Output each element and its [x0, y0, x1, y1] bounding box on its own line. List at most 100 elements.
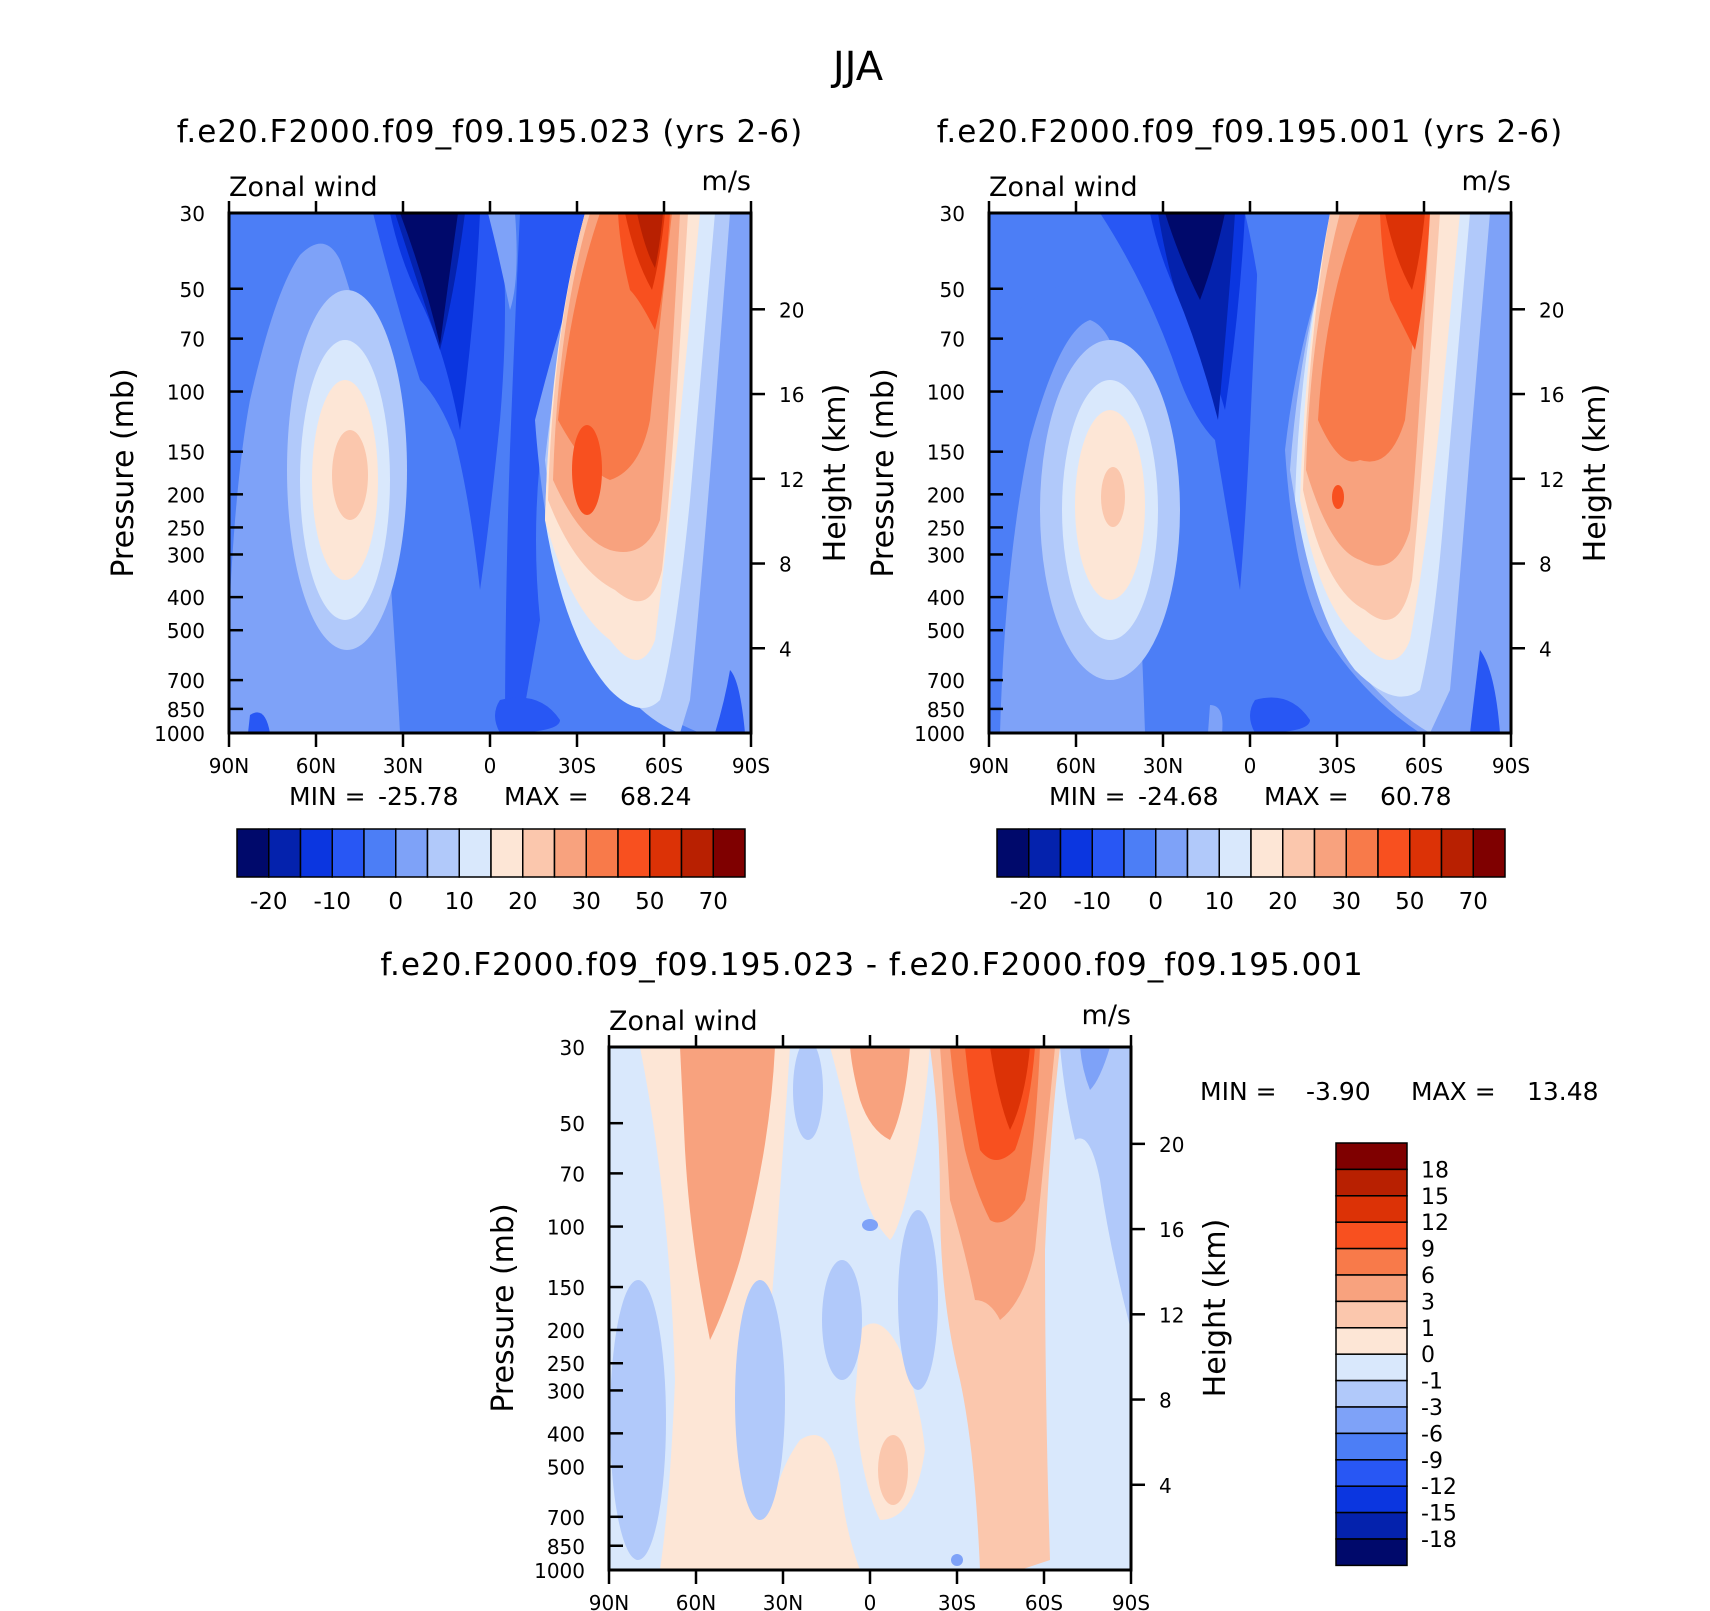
x-tick-label: 90N: [969, 754, 1009, 778]
colorbar-label: -1: [1421, 1370, 1443, 1395]
y-tick-label: 400: [927, 586, 965, 610]
colorbar-label: -15: [1421, 1502, 1457, 1527]
y-tick-label: 30: [940, 202, 965, 226]
panel-3-variable: Zonal wind: [609, 1006, 758, 1037]
y-tick-label: 100: [547, 1216, 585, 1240]
colorbar-swatch: [1335, 1221, 1408, 1250]
colorbar-label: -10: [313, 889, 351, 915]
panel-1-title: f.e20.F2000.f09_f09.195.023 (yrs 2-6): [177, 114, 804, 150]
colorbar-swatch: [299, 828, 333, 878]
colorbar-swatch: [268, 828, 302, 878]
panel-1-min-value: -25.78: [378, 782, 459, 811]
x-tick-label: 90S: [1112, 1591, 1150, 1611]
colorbar-swatch: [1335, 1300, 1408, 1329]
panel-3-min-value: -3.90: [1306, 1077, 1371, 1106]
panel-3-max-label: MAX =: [1411, 1077, 1496, 1106]
y-tick-label: 250: [547, 1352, 585, 1376]
panel-1-min-label: MIN =: [289, 782, 366, 811]
y2-tick-label: 16: [1539, 383, 1564, 407]
colorbar-swatch: [1335, 1511, 1408, 1540]
colorbar-label: 10: [445, 889, 474, 915]
colorbar-label: 70: [1459, 889, 1488, 915]
colorbar-label: 50: [1395, 889, 1424, 915]
colorbar-label: 50: [635, 889, 664, 915]
colorbar-swatch: [1335, 1195, 1408, 1223]
colorbar-label: -10: [1073, 889, 1111, 915]
x-tick-label: 60N: [676, 1591, 716, 1611]
panel-2: f.e20.F2000.f09_f09.195.001 (yrs 2-6) Zo…: [866, 114, 1613, 915]
y2-tick-label: 4: [1539, 637, 1552, 661]
y2-tick-label: 20: [1539, 298, 1564, 322]
colorbar-label: -20: [250, 889, 288, 915]
x-tick-label: 60S: [1405, 754, 1443, 778]
panel-1-ylabel: Pressure (mb): [106, 368, 141, 577]
x-tick-label: 0: [864, 1591, 877, 1611]
panel-2-ylabel: Pressure (mb): [866, 368, 901, 577]
panel-3-ylabel: Pressure (mb): [486, 1203, 521, 1412]
panel-2-y2label: Height (km): [1578, 384, 1613, 563]
colorbar-swatch: [1091, 828, 1125, 878]
colorbar-swatch: [1440, 828, 1474, 878]
y-tick-label: 700: [167, 669, 205, 693]
y2-tick-label: 4: [779, 637, 792, 661]
colorbar-swatch: [1250, 828, 1284, 878]
y-tick-label: 100: [167, 381, 205, 405]
colorbar-swatch: [1335, 1538, 1408, 1567]
colorbar-swatch: [1123, 828, 1157, 878]
colorbar-label: 70: [699, 889, 728, 915]
y-tick-label: 500: [547, 1456, 585, 1480]
y-tick-label: 70: [180, 328, 205, 352]
colorbar-swatch: [1186, 828, 1220, 878]
y2-tick-label: 12: [779, 468, 804, 492]
y-tick-label: 30: [180, 202, 205, 226]
x-tick-label: 30S: [1318, 754, 1356, 778]
x-tick-label: 60N: [1056, 754, 1096, 778]
colorbar-swatch: [1282, 828, 1316, 878]
x-tick-label: 0: [484, 754, 497, 778]
y-tick-label: 1000: [154, 722, 205, 746]
colorbar-label: 12: [1421, 1211, 1449, 1236]
x-tick-label: 90S: [1492, 754, 1530, 778]
y-tick-label: 300: [927, 543, 965, 567]
colorbar-swatch: [1345, 828, 1379, 878]
colorbar-swatch: [1155, 828, 1189, 878]
panel-2-field: [989, 213, 1511, 733]
colorbar-swatch: [458, 828, 492, 878]
y-tick-label: 500: [927, 619, 965, 643]
x-tick-label: 30N: [383, 754, 423, 778]
y-tick-label: 100: [927, 381, 965, 405]
panel-2-min-label: MIN =: [1049, 782, 1126, 811]
colorbar-swatch: [649, 828, 683, 878]
colorbar-swatch: [236, 828, 270, 878]
panel-2-max-value: 60.78: [1380, 782, 1452, 811]
panel-1: f.e20.F2000.f09_f09.195.023 (yrs 2-6) Zo…: [106, 114, 853, 915]
colorbar-swatch: [617, 828, 651, 878]
panel-2-min-value: -24.68: [1138, 782, 1219, 811]
colorbar-swatch: [585, 828, 619, 878]
x-tick-label: 0: [1244, 754, 1257, 778]
y-tick-label: 70: [940, 328, 965, 352]
colorbar-swatch: [522, 828, 556, 878]
panel-3-field: [609, 1047, 1131, 1570]
colorbar-label: 6: [1421, 1264, 1435, 1289]
y-tick-label: 700: [547, 1506, 585, 1530]
colorbar-label: 9: [1421, 1238, 1435, 1263]
colorbar-swatch: [1335, 1353, 1408, 1382]
colorbar-label: 30: [1332, 889, 1361, 915]
y-tick-label: 250: [167, 516, 205, 540]
colorbar-label: 18: [1421, 1158, 1449, 1183]
y2-tick-label: 12: [1539, 468, 1564, 492]
colorbar-swatch: [1335, 1459, 1408, 1487]
y2-tick-label: 20: [779, 298, 804, 322]
panel-1-field: [229, 213, 751, 733]
x-tick-label: 90S: [732, 754, 770, 778]
colorbar-label: -12: [1421, 1475, 1457, 1500]
panel-1-colorbar: -20 -10 0 10 20 30 50 70: [236, 828, 746, 915]
y-tick-label: 50: [940, 278, 965, 302]
colorbar-label: -18: [1421, 1528, 1457, 1553]
colorbar-swatch: [1335, 1168, 1408, 1197]
colorbar-swatch: [426, 828, 460, 878]
panel-1-variable: Zonal wind: [229, 172, 378, 203]
